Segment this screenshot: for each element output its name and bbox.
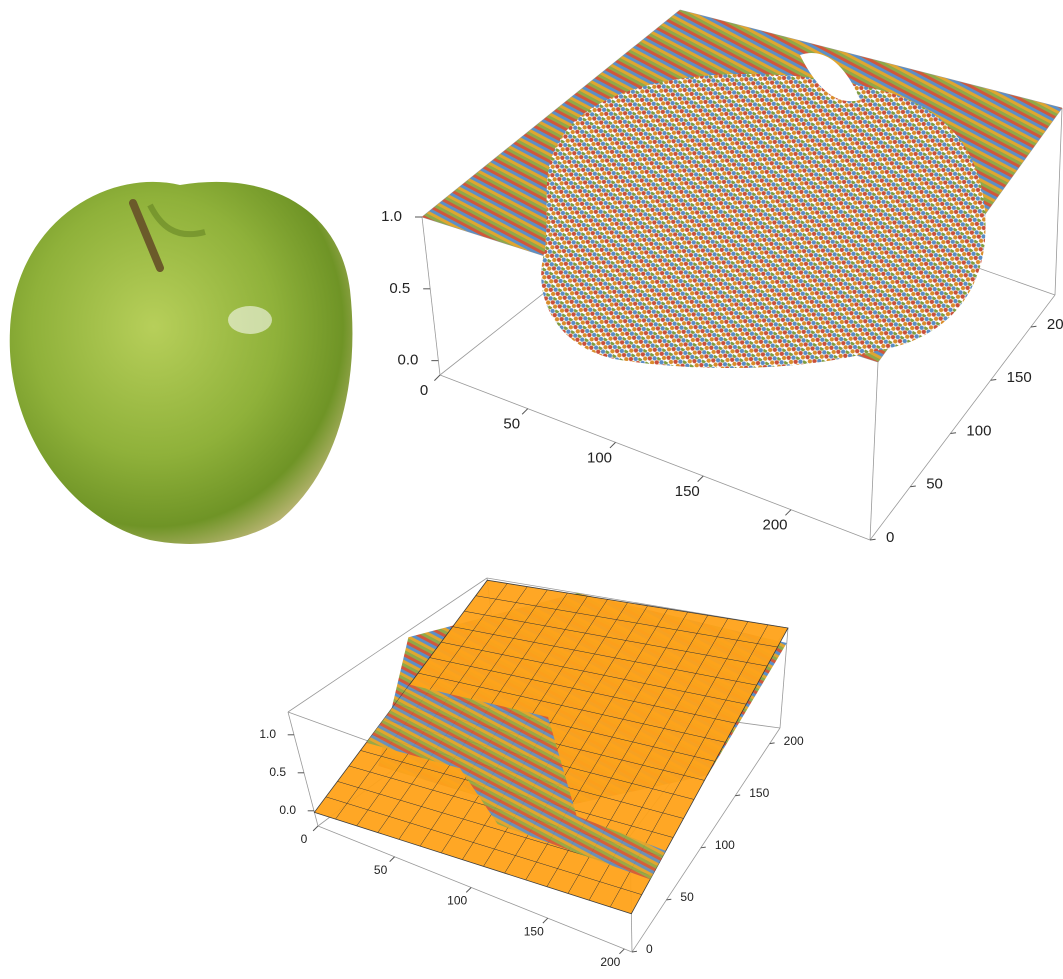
z-tick-label: 1.0 bbox=[381, 208, 402, 225]
x-tick bbox=[465, 887, 472, 893]
x-tick-label: 150 bbox=[675, 483, 700, 500]
y-tick bbox=[990, 379, 997, 381]
x-tick-label: 200 bbox=[600, 955, 620, 969]
plot-3d: 0 50 100 150 200 0 50 100 150 200 0.0 0.5 1.0 bbox=[259, 577, 804, 969]
x-tick bbox=[697, 475, 704, 482]
x-tick-label: 100 bbox=[587, 449, 612, 466]
x-tick-label: 50 bbox=[503, 416, 520, 433]
box-edge bbox=[287, 711, 319, 827]
y-tick bbox=[910, 485, 916, 488]
plane-grid bbox=[429, 657, 736, 724]
plane-grid bbox=[452, 626, 757, 686]
apple-photo bbox=[9, 181, 353, 544]
y-tick-label: 200 bbox=[784, 734, 804, 748]
y-tick bbox=[1030, 325, 1037, 328]
box-edge bbox=[869, 294, 1056, 541]
y-tick bbox=[769, 742, 775, 745]
y-tick bbox=[735, 794, 741, 797]
x-tick bbox=[609, 441, 616, 449]
box-edge bbox=[869, 361, 879, 541]
apple-point-cloud bbox=[541, 74, 986, 369]
x-tick-label: 50 bbox=[374, 863, 388, 877]
x-tick bbox=[521, 408, 529, 415]
z-tick-label: 0.5 bbox=[389, 280, 410, 297]
y-tick-label: 150 bbox=[749, 786, 769, 800]
z-tick-label: 0.5 bbox=[269, 765, 286, 779]
plane-grid bbox=[464, 610, 768, 667]
y-tick bbox=[700, 846, 706, 849]
x-tick bbox=[785, 509, 792, 516]
y-tick-label: 50 bbox=[926, 476, 943, 493]
stripe-surface bbox=[366, 684, 666, 880]
box-edge bbox=[439, 374, 871, 541]
x-tick-label: 200 bbox=[763, 517, 788, 534]
plane-grid bbox=[325, 796, 642, 895]
plane-grid bbox=[475, 595, 778, 648]
box-edge bbox=[287, 577, 488, 713]
y-tick bbox=[631, 950, 637, 953]
x-tick bbox=[542, 917, 549, 924]
x-tick bbox=[312, 825, 319, 832]
y-tick-label: 0 bbox=[886, 529, 894, 546]
y-tick bbox=[666, 898, 672, 901]
y-tick-label: 0 bbox=[646, 942, 653, 956]
box-edge bbox=[631, 727, 781, 953]
y-tick bbox=[950, 432, 957, 434]
cloud-gap bbox=[800, 53, 860, 102]
plane-grid bbox=[441, 641, 747, 705]
x-tick bbox=[619, 948, 625, 955]
box-edge bbox=[421, 216, 441, 376]
y-tick bbox=[869, 538, 876, 541]
y-tick-label: 100 bbox=[966, 422, 991, 439]
box-edge bbox=[779, 627, 789, 729]
y-tick-label: 50 bbox=[680, 890, 694, 904]
y-tick-label: 100 bbox=[715, 838, 735, 852]
x-tick-label: 100 bbox=[447, 894, 467, 908]
box-edge bbox=[317, 825, 633, 953]
z-tick-label: 1.0 bbox=[259, 727, 276, 741]
box-edge bbox=[1054, 107, 1063, 296]
z-tick-label: 0.0 bbox=[279, 803, 296, 817]
x-tick-label: 0 bbox=[301, 832, 308, 846]
z-tick-label: 0.0 bbox=[398, 352, 419, 369]
plane-grid bbox=[418, 672, 726, 743]
x-tick bbox=[434, 374, 441, 381]
x-tick-label: 150 bbox=[524, 924, 544, 938]
y-tick-label: 200 bbox=[1047, 316, 1063, 333]
x-tick bbox=[389, 856, 395, 862]
y-tick-label: 150 bbox=[1007, 369, 1032, 386]
plot-3d: 0 50 100 150 200 0 50 100 150 200 0.0 0.5 1.0 bbox=[381, 9, 1063, 546]
x-tick-label: 0 bbox=[420, 382, 428, 399]
